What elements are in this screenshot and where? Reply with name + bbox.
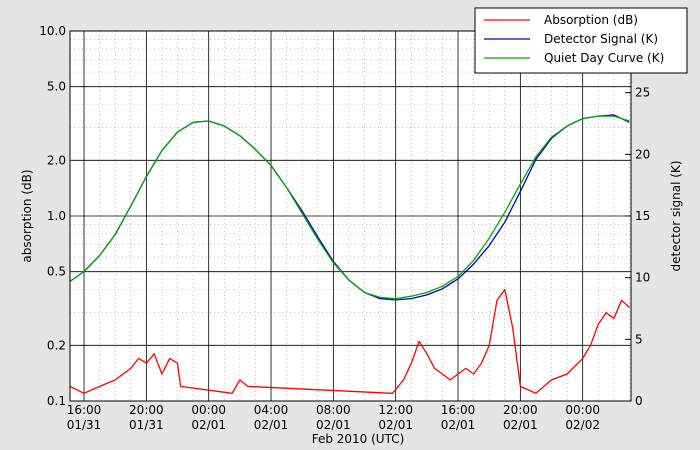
x-tick-label-time: 20:00 xyxy=(503,403,538,417)
y-right-tick-label: 10 xyxy=(635,271,650,285)
x-axis-label: Feb 2010 (UTC) xyxy=(312,432,405,446)
y-left-tick-label: 1.0 xyxy=(47,209,66,223)
x-tick-label-date: 02/01 xyxy=(191,418,226,432)
x-tick-label-date: 02/01 xyxy=(378,418,413,432)
x-tick-label-date: 02/01 xyxy=(316,418,351,432)
y-left-tick-label: 0.1 xyxy=(47,394,66,408)
x-tick-label-time: 20:00 xyxy=(129,403,164,417)
y-axis-label-right: detector signal (K) xyxy=(669,160,683,271)
series-layer xyxy=(69,114,630,394)
y-right-tick-label: 20 xyxy=(635,147,650,161)
y-left-tick-label: 0.2 xyxy=(47,338,66,352)
legend-label-absorption: Absorption (dB) xyxy=(544,13,638,27)
x-tick-label-time: 00:00 xyxy=(191,403,226,417)
y-left-tick-label: 2.0 xyxy=(47,153,66,167)
y-left-tick-label: 5.0 xyxy=(47,80,66,94)
x-tick-label-date: 02/01 xyxy=(503,418,538,432)
y-right-tick-label: 15 xyxy=(635,209,650,223)
legend-box xyxy=(474,7,688,74)
y-right-tick-label: 5 xyxy=(635,332,643,346)
x-tick-label-time: 16:00 xyxy=(67,403,102,417)
y-left-tick-label: 10.0 xyxy=(39,24,66,38)
x-tick-label-date: 02/01 xyxy=(441,418,476,432)
series-line-absorption xyxy=(69,288,630,394)
y-right-tick-label: 25 xyxy=(635,86,650,100)
legend-label-quiet-day: Quiet Day Curve (K) xyxy=(544,51,664,65)
x-tick-label-date: 02/02 xyxy=(565,418,600,432)
x-tick-label-date: 01/31 xyxy=(67,418,102,432)
x-tick-label-date: 01/31 xyxy=(129,418,164,432)
x-tick-label-date: 02/01 xyxy=(254,418,289,432)
legend: Absorption (dB) Detector Signal (K) Quie… xyxy=(474,7,688,74)
x-tick-label-time: 12:00 xyxy=(378,403,413,417)
legend-label-detector: Detector Signal (K) xyxy=(544,32,658,46)
x-tick-label-time: 00:00 xyxy=(565,403,600,417)
y-right-tick-label: 0 xyxy=(635,394,643,408)
y-left-tick-label: 0.5 xyxy=(47,265,66,279)
ticks: 0.10.20.51.02.05.010.0051015202516:0001/… xyxy=(39,24,650,432)
y-axis-label-left: absorption (dB) xyxy=(20,169,34,262)
series-line-quiet-day xyxy=(69,115,630,300)
x-tick-label-time: 04:00 xyxy=(254,403,289,417)
x-tick-label-time: 16:00 xyxy=(441,403,476,417)
x-tick-label-time: 08:00 xyxy=(316,403,351,417)
grid xyxy=(70,30,631,402)
